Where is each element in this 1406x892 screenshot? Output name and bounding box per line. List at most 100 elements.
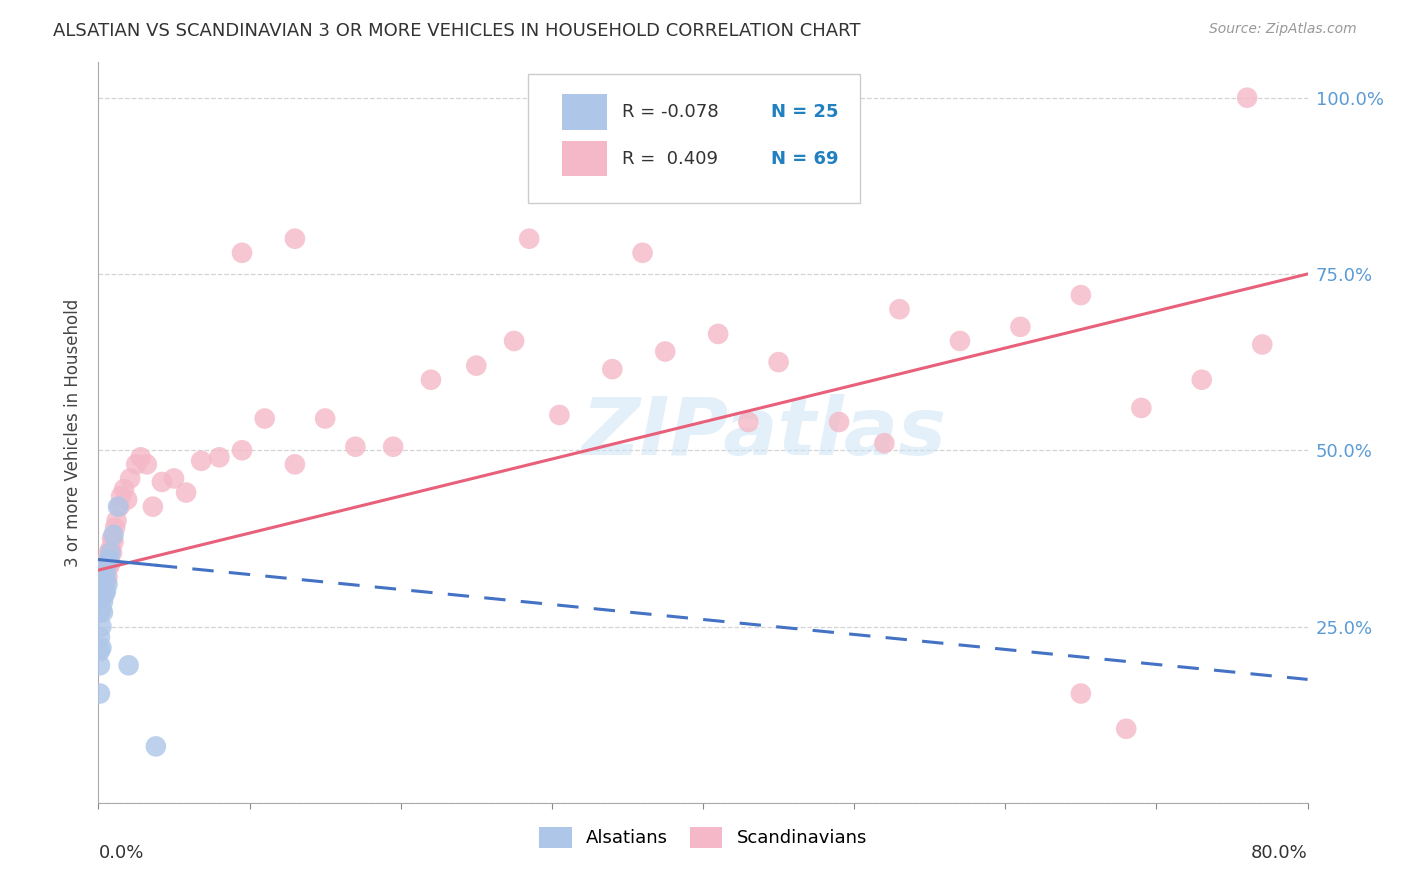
Point bbox=[129, 450, 152, 465]
Point bbox=[93, 570, 115, 584]
Text: ZIPatlas: ZIPatlas bbox=[581, 393, 946, 472]
Text: R =  0.409: R = 0.409 bbox=[621, 150, 718, 168]
Point bbox=[94, 574, 117, 588]
Point bbox=[163, 471, 186, 485]
Point bbox=[631, 245, 654, 260]
Point bbox=[120, 471, 142, 485]
Point bbox=[93, 584, 115, 599]
Point bbox=[828, 415, 851, 429]
FancyBboxPatch shape bbox=[561, 141, 607, 177]
Y-axis label: 3 or more Vehicles in Household: 3 or more Vehicles in Household bbox=[65, 299, 83, 566]
Point bbox=[105, 514, 128, 528]
Point bbox=[344, 440, 367, 454]
Point bbox=[93, 584, 115, 599]
Point bbox=[382, 440, 405, 454]
Point bbox=[873, 436, 896, 450]
Point bbox=[1115, 722, 1137, 736]
Point bbox=[889, 302, 911, 317]
Point bbox=[737, 415, 759, 429]
Point bbox=[108, 500, 131, 514]
Point bbox=[107, 500, 129, 514]
Point bbox=[465, 359, 488, 373]
Point bbox=[1070, 288, 1092, 302]
Point bbox=[89, 630, 111, 644]
Point bbox=[91, 570, 114, 584]
Point bbox=[90, 591, 112, 606]
Point bbox=[91, 595, 114, 609]
Point bbox=[101, 545, 124, 559]
Point bbox=[91, 588, 114, 602]
Point bbox=[90, 574, 112, 588]
Point bbox=[142, 500, 165, 514]
Point bbox=[90, 619, 112, 633]
Point bbox=[208, 450, 231, 465]
Point bbox=[1191, 373, 1213, 387]
Point bbox=[91, 574, 114, 588]
Point bbox=[707, 326, 730, 341]
Point bbox=[98, 545, 121, 559]
Point bbox=[90, 602, 112, 616]
Point bbox=[94, 584, 117, 599]
Point bbox=[949, 334, 972, 348]
Point bbox=[90, 640, 112, 655]
Point bbox=[284, 232, 307, 246]
Text: ALSATIAN VS SCANDINAVIAN 3 OR MORE VEHICLES IN HOUSEHOLD CORRELATION CHART: ALSATIAN VS SCANDINAVIAN 3 OR MORE VEHIC… bbox=[53, 22, 860, 40]
Point bbox=[100, 541, 122, 556]
Point bbox=[98, 559, 121, 574]
Text: 80.0%: 80.0% bbox=[1251, 844, 1308, 862]
Point bbox=[1130, 401, 1153, 415]
Point bbox=[231, 443, 253, 458]
Point bbox=[110, 489, 132, 503]
Point bbox=[100, 556, 122, 570]
Point bbox=[654, 344, 676, 359]
Point bbox=[96, 552, 118, 566]
Point bbox=[503, 334, 526, 348]
Point bbox=[517, 232, 540, 246]
Text: R = -0.078: R = -0.078 bbox=[621, 103, 718, 121]
Point bbox=[103, 528, 125, 542]
Point bbox=[91, 606, 114, 620]
Point bbox=[1010, 319, 1032, 334]
Point bbox=[89, 588, 111, 602]
Point bbox=[314, 411, 336, 425]
Point bbox=[89, 658, 111, 673]
Point bbox=[118, 658, 141, 673]
Point bbox=[135, 458, 157, 472]
Point bbox=[103, 535, 125, 549]
Point bbox=[420, 373, 443, 387]
Point bbox=[96, 556, 118, 570]
Point bbox=[1251, 337, 1274, 351]
Text: Source: ZipAtlas.com: Source: ZipAtlas.com bbox=[1209, 22, 1357, 37]
Point bbox=[1070, 686, 1092, 700]
Point bbox=[174, 485, 197, 500]
Point bbox=[602, 362, 624, 376]
Point bbox=[125, 458, 148, 472]
Point bbox=[231, 245, 253, 260]
Point bbox=[253, 411, 276, 425]
Text: 0.0%: 0.0% bbox=[98, 844, 143, 862]
FancyBboxPatch shape bbox=[527, 73, 860, 203]
Point bbox=[112, 482, 135, 496]
Point bbox=[96, 570, 118, 584]
Point bbox=[115, 492, 138, 507]
Point bbox=[100, 545, 122, 559]
Text: N = 25: N = 25 bbox=[770, 103, 838, 121]
Point bbox=[548, 408, 571, 422]
Point bbox=[284, 458, 307, 472]
Point bbox=[94, 556, 117, 570]
Point bbox=[1236, 91, 1258, 105]
Point bbox=[190, 454, 212, 468]
Point bbox=[98, 552, 121, 566]
Point bbox=[150, 475, 173, 489]
Point bbox=[93, 588, 115, 602]
Point bbox=[89, 606, 111, 620]
Point bbox=[90, 591, 112, 606]
Legend: Alsatians, Scandinavians: Alsatians, Scandinavians bbox=[530, 818, 876, 856]
Point bbox=[768, 355, 790, 369]
Point bbox=[145, 739, 167, 754]
Point bbox=[93, 563, 115, 577]
Text: N = 69: N = 69 bbox=[770, 150, 838, 168]
FancyBboxPatch shape bbox=[561, 95, 607, 130]
Point bbox=[94, 566, 117, 581]
Point bbox=[101, 532, 124, 546]
